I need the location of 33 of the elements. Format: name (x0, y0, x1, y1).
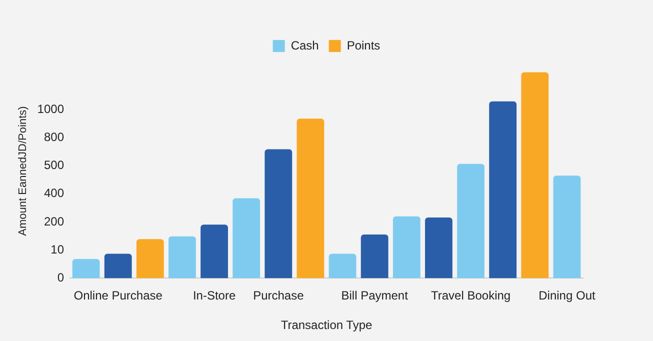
x-tick-label: Purchase (253, 288, 304, 303)
bar (168, 236, 196, 278)
bar (232, 198, 260, 278)
text: 1000 (37, 102, 64, 116)
bar (72, 259, 100, 278)
text: 500 (44, 158, 64, 172)
legend-label: Cash (290, 38, 319, 52)
bar (200, 224, 228, 278)
bar (553, 176, 581, 278)
bar (521, 72, 549, 278)
text: 800 (44, 130, 64, 144)
bar (360, 234, 388, 278)
x-axis-title: Transaction Type (280, 318, 373, 332)
text: 10 (50, 242, 64, 256)
bar (489, 101, 517, 278)
text: 200 (44, 214, 64, 228)
bar (457, 164, 484, 278)
x-tick-label: Travel Booking (430, 288, 511, 303)
legend-label: Points (346, 38, 380, 52)
bar (392, 216, 420, 278)
bar (264, 149, 292, 278)
text: 0 (57, 270, 64, 285)
bar (328, 254, 356, 278)
bar (296, 118, 324, 278)
y-axis-title: Amount EannedJD/Points) (17, 105, 29, 238)
x-tick-label: Dining Out (538, 288, 596, 303)
text: 400 (44, 186, 64, 200)
bar (136, 239, 164, 278)
x-tick-label: In-Store (192, 288, 236, 303)
x-tick-label: Online Purchase (74, 288, 163, 303)
x-tick-label: Bill Payment (341, 288, 409, 303)
bar (104, 254, 132, 278)
bar (425, 217, 452, 278)
